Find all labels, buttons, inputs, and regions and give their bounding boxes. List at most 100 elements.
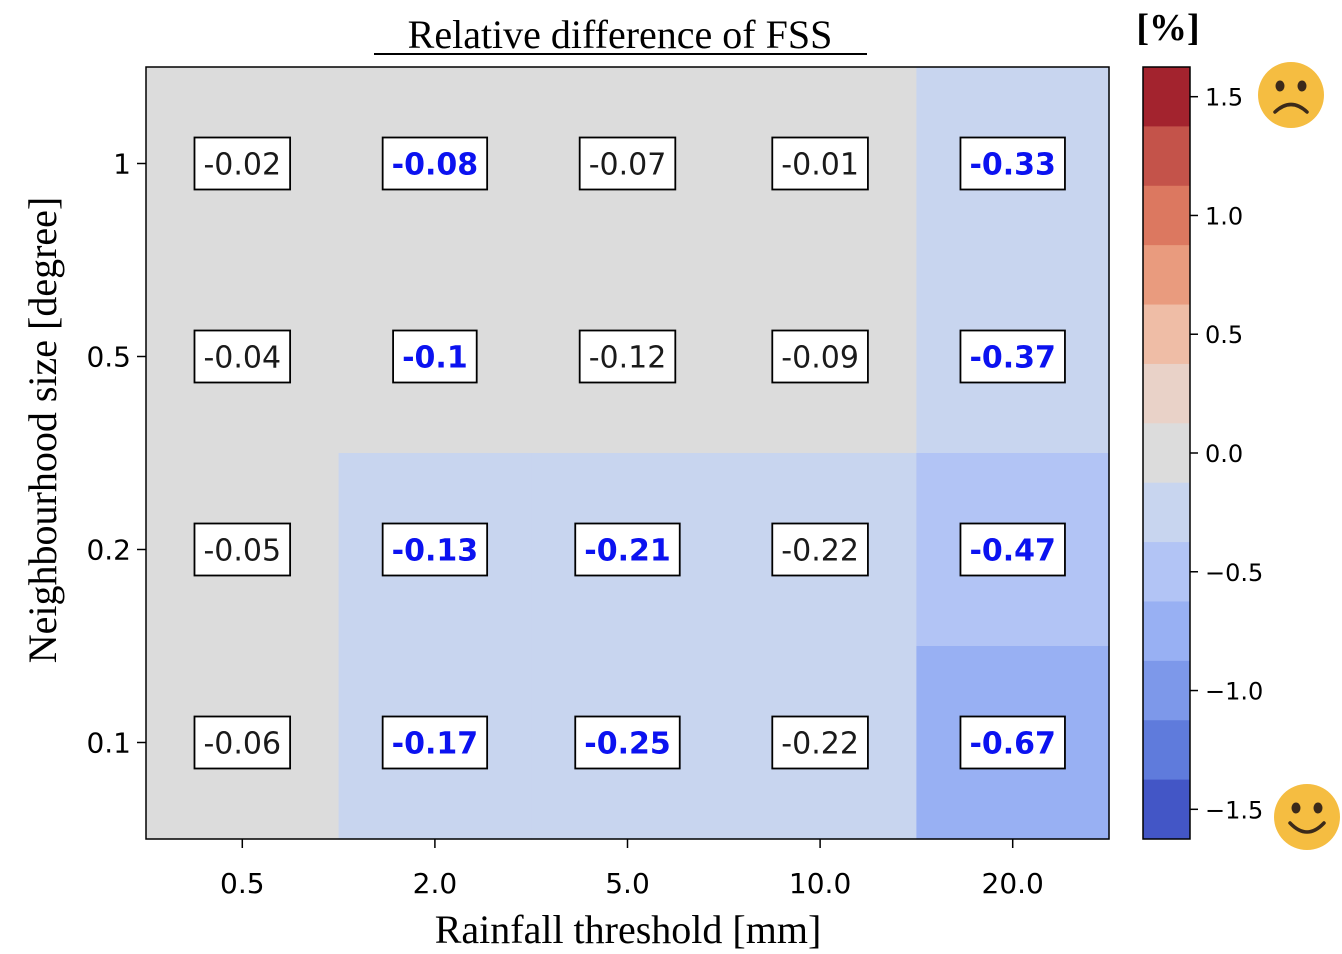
cell-value-box: [574, 522, 681, 577]
cell-value-box: [574, 715, 681, 770]
cell-value-label: -0.33: [959, 136, 1066, 191]
x-tick-label: 2.0: [413, 867, 458, 900]
colorbar-band: [1143, 304, 1190, 365]
x-axis-label: Rainfall threshold [mm]: [435, 907, 822, 952]
colorbar-band: [1143, 126, 1190, 187]
cell-value-text: -0.04: [203, 341, 281, 376]
colorbar-band: [1143, 601, 1190, 662]
cell-value-box: [771, 136, 869, 191]
cell-value-label: -0.12: [578, 329, 677, 384]
cell-value-label: -0.47: [959, 522, 1066, 577]
cell-value-label: -0.09: [771, 329, 869, 384]
cell-value-label: -0.02: [193, 136, 292, 191]
cell-value-text: -0.01: [781, 148, 859, 183]
x-axis-ticks: 0.5 2.0 5.0 10.0 20.0: [220, 839, 1044, 900]
cell-value-text: -0.33: [969, 148, 1055, 183]
cell-value-text: -0.37: [969, 341, 1055, 376]
heatmap-cells: [146, 67, 1110, 840]
cell-value-label: -0.17: [381, 715, 489, 770]
colorbar-tick-label: 1.5: [1205, 84, 1243, 112]
cell-value-box: [959, 715, 1066, 770]
cell-value-label: -0.22: [771, 715, 869, 770]
cell-value-box: [771, 715, 869, 770]
cell-value-label: -0.07: [578, 136, 677, 191]
cell-value-label: -0.01: [771, 136, 869, 191]
cell-value-label: -0.67: [959, 715, 1066, 770]
cell-value-box: [578, 329, 677, 384]
colorbar-band: [1143, 482, 1190, 543]
colorbar-unit-label: [%]: [1136, 7, 1199, 49]
cell-value-label: -0.05: [193, 522, 292, 577]
cell-value-label: -0.13: [381, 522, 489, 577]
cell-value-box: [381, 715, 489, 770]
colorbar-band: [1143, 245, 1190, 306]
y-tick-label: 1: [113, 148, 131, 181]
x-tick-label: 5.0: [605, 867, 650, 900]
y-axis-ticks: 1 0.5 0.2 0.1: [86, 148, 146, 760]
colorbar-tick-label: −1.5: [1205, 796, 1263, 824]
frowning-face-icon: [1258, 62, 1324, 128]
colorbar-band: [1143, 363, 1190, 424]
cell-value-box: [381, 522, 489, 577]
heatmap-cell-labels: -0.02 -0.08 -0.07 -0.01 -0.33 -0.04 -0.1 -0.12 -…: [193, 136, 1066, 770]
cell-value-box: [578, 136, 677, 191]
colorbar-band: [1143, 67, 1190, 127]
cell-value-label: -0.08: [381, 136, 489, 191]
colorbar-band: [1143, 542, 1190, 602]
cell-value-box: [193, 715, 292, 770]
x-tick-label: 10.0: [789, 867, 851, 900]
colorbar-band: [1143, 720, 1190, 781]
cell-value-text: -0.25: [584, 727, 670, 762]
cell-value-label: -0.04: [193, 329, 292, 384]
cell-value-label: -0.1: [392, 329, 478, 384]
colorbar-tick-label: −1.0: [1205, 678, 1263, 706]
cell-value-label: -0.06: [193, 715, 292, 770]
chart-title: Relative difference of FSS: [408, 12, 833, 57]
cell-value-text: -0.05: [203, 534, 281, 569]
colorbar-band: [1143, 185, 1190, 246]
cell-value-text: -0.22: [781, 727, 859, 762]
cell-value-box: [193, 522, 292, 577]
colorbar-band: [1143, 660, 1190, 721]
x-tick-label: 0.5: [220, 867, 265, 900]
cell-value-box: [959, 136, 1066, 191]
y-tick-label: 0.2: [86, 534, 131, 567]
cell-value-text: -0.1: [402, 341, 468, 376]
cell-value-text: -0.21: [584, 534, 670, 569]
cell-value-text: -0.02: [203, 148, 281, 183]
cell-value-label: -0.37: [959, 329, 1066, 384]
cell-value-box: [193, 329, 292, 384]
colorbar-tick-label: 0.0: [1205, 440, 1243, 468]
colorbar: 1.5 1.0 0.5 0.0 −0.5 −1.0 −1.5: [1142, 66, 1263, 840]
cell-value-box: [392, 329, 478, 384]
cell-value-text: -0.12: [589, 341, 667, 376]
cell-value-box: [959, 329, 1066, 384]
cell-value-box: [771, 329, 869, 384]
cell-value-label: -0.22: [771, 522, 869, 577]
y-axis-label: Neighbourhood size [degree]: [20, 197, 65, 663]
cell-value-text: -0.13: [392, 534, 478, 569]
colorbar-band: [1143, 779, 1190, 840]
y-tick-label: 0.1: [86, 727, 131, 760]
cell-value-text: -0.47: [969, 534, 1055, 569]
cell-value-text: -0.06: [203, 727, 281, 762]
cell-value-text: -0.09: [781, 341, 859, 376]
x-tick-label: 20.0: [982, 867, 1044, 900]
cell-value-box: [381, 136, 489, 191]
colorbar-tick-label: 0.5: [1205, 321, 1243, 349]
cell-value-text: -0.17: [392, 727, 478, 762]
y-tick-label: 0.5: [86, 341, 131, 374]
cell-value-text: -0.67: [969, 727, 1055, 762]
cell-value-box: [193, 136, 292, 191]
colorbar-tick-label: 1.0: [1205, 202, 1243, 230]
cell-value-label: -0.21: [574, 522, 681, 577]
cell-value-box: [771, 522, 869, 577]
cell-value-text: -0.22: [781, 534, 859, 569]
smiling-face-icon: [1274, 784, 1340, 850]
colorbar-band: [1143, 423, 1190, 484]
cell-value-text: -0.07: [589, 148, 667, 183]
colorbar-tick-label: −0.5: [1205, 559, 1263, 587]
cell-value-label: -0.25: [574, 715, 681, 770]
cell-value-text: -0.08: [392, 148, 478, 183]
